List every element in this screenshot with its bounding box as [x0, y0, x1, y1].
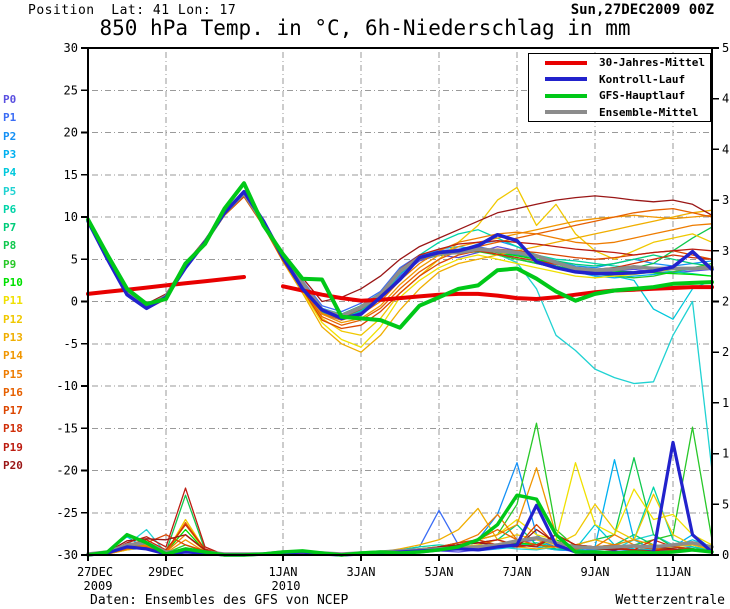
member-label-p18: P18 — [3, 422, 23, 436]
legend-item: GFS-Hauptlauf — [529, 88, 710, 103]
x-axis-tick-label: 9JAN — [581, 565, 610, 579]
left-axis-tick-label: 30 — [64, 41, 78, 55]
x-axis-tick-label: 29DEC — [148, 565, 184, 579]
right-axis-tick-label: 25 — [722, 295, 730, 309]
legend-item: Kontroll-Lauf — [529, 72, 710, 87]
left-axis-tick-label: -10 — [56, 379, 78, 393]
right-axis-tick-label: 40 — [722, 142, 730, 156]
series-p14-niederschlag — [87, 467, 713, 556]
legend-line-swatch — [545, 60, 587, 65]
series-p20 — [87, 191, 713, 305]
series-p4 — [87, 192, 713, 320]
series-p5 — [87, 191, 713, 472]
member-label-p6: P6 — [3, 202, 17, 216]
x-axis-year-label: 2009 — [84, 579, 113, 593]
legend-label: Ensemble-Mittel — [599, 105, 699, 119]
left-axis-tick-label: -25 — [56, 506, 78, 520]
right-axis-tick-label: 35 — [722, 193, 730, 207]
series-30-jahres-mittel — [86, 275, 246, 296]
member-label-p0: P0 — [3, 93, 17, 106]
member-label-p10: P10 — [3, 276, 23, 289]
left-axis-tick-label: -5 — [64, 337, 78, 351]
left-axis-tick-label: -15 — [56, 421, 78, 435]
member-label-p4: P4 — [3, 166, 17, 180]
run-datetime: Sun,27DEC2009 00Z — [570, 2, 714, 18]
left-axis-tick-label: 25 — [64, 83, 78, 97]
right-axis-tick-label: 50 — [722, 41, 730, 55]
legend-item: Ensemble-Mittel — [529, 105, 710, 120]
legend-label: 30-Jahres-Mittel — [599, 56, 705, 70]
member-label-p19: P19 — [3, 440, 23, 454]
member-label-p2: P2 — [3, 129, 17, 143]
member-label-p13: P13 — [3, 330, 23, 344]
member-label-p15: P15 — [3, 367, 23, 381]
position-label: Position — [28, 3, 95, 18]
member-label-p17: P17 — [3, 404, 23, 418]
position-value: Lat: 41 Lon: 17 — [111, 3, 237, 18]
x-axis-year-label: 2010 — [272, 579, 301, 593]
legend-label: GFS-Hauptlauf — [599, 89, 686, 103]
x-axis-tick-label: 3JAN — [347, 565, 376, 579]
left-axis-tick-label: -30 — [56, 548, 78, 562]
member-label-p8: P8 — [3, 239, 17, 253]
series-gfs-hauptlauf — [86, 181, 714, 330]
x-axis-tick-label: 11JAN — [655, 565, 691, 579]
legend-label: Kontroll-Lauf — [599, 72, 686, 86]
chart-title: 850 hPa Temp. in °C, 6h-Niederschlag in … — [99, 16, 631, 40]
brand-credit: Wetterzentrale — [615, 593, 725, 608]
series-p12 — [87, 186, 713, 336]
right-axis-tick-label: 15 — [722, 396, 730, 410]
member-label-p11: P11 — [3, 294, 23, 308]
legend-line-swatch — [545, 77, 587, 82]
member-label-p12: P12 — [3, 312, 23, 326]
left-axis-tick-label: 0 — [71, 295, 78, 309]
x-axis-tick-label: 27DEC — [77, 565, 113, 579]
position-header: Position Lat: 41 Lon: 17 — [28, 3, 236, 18]
member-label-p3: P3 — [3, 147, 17, 161]
x-axis-tick-label: 5JAN — [425, 565, 454, 579]
right-axis-tick-label: 0 — [722, 548, 729, 562]
member-label-p1: P1 — [3, 111, 17, 125]
right-axis-tick-label: 30 — [722, 244, 730, 258]
member-label-p14: P14 — [3, 349, 23, 363]
legend-item: 30-Jahres-Mittel — [529, 55, 710, 70]
right-axis-tick-label: 5 — [722, 497, 729, 511]
series-p16 — [87, 195, 713, 326]
left-axis-tick-label: 10 — [64, 210, 78, 224]
legend-line-swatch — [545, 93, 587, 98]
right-axis-tick-label: 45 — [722, 92, 730, 106]
member-label-p9: P9 — [3, 257, 17, 271]
member-label-p16: P16 — [3, 385, 23, 399]
left-axis-tick-label: 20 — [64, 126, 78, 140]
left-axis-tick-label: 15 — [64, 168, 78, 182]
legend-box: 30-Jahres-Mittel Kontroll-Lauf GFS-Hauptla… — [528, 53, 711, 122]
member-label-p7: P7 — [3, 221, 17, 235]
series-gfs-hauptlauf-niederschlag — [86, 493, 714, 557]
left-axis-tick-label: 5 — [71, 252, 78, 266]
left-axis-tick-label: -20 — [56, 464, 78, 478]
member-label-p5: P5 — [3, 184, 17, 198]
right-axis-tick-label: 10 — [722, 447, 730, 461]
x-axis-tick-label: 1JAN — [269, 565, 298, 579]
right-axis-tick-label: 20 — [722, 345, 730, 359]
x-axis-tick-label: 7JAN — [503, 565, 532, 579]
data-source-credit: Daten: Ensembles des GFS von NCEP — [90, 593, 349, 608]
series-p8-niederschlag — [87, 457, 713, 556]
member-label-p20: P20 — [3, 459, 23, 472]
legend-line-swatch — [545, 110, 587, 115]
